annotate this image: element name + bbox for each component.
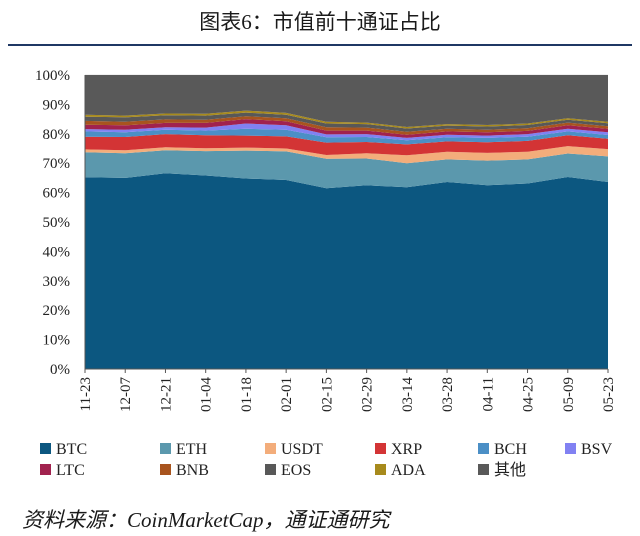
legend-item-其他: 其他 [478, 461, 526, 479]
x-tick-label: 04-11 [480, 377, 496, 411]
y-tick-label: 40% [43, 244, 71, 260]
legend-label: BSV [581, 441, 613, 458]
x-tick-label: 01-04 [199, 377, 215, 412]
legend: BTC ETH USDT XRP BCH BSV LTC BNB EOS ADA 其他 [40, 441, 613, 479]
y-tick-label: 100% [35, 68, 70, 84]
axes [84, 75, 608, 370]
x-tick-label: 12-21 [158, 377, 174, 412]
y-tick-label: 0% [50, 362, 70, 378]
legend-label: LTC [56, 462, 85, 479]
area-BTC [85, 173, 608, 369]
y-tick-label: 80% [43, 127, 71, 143]
legend-item-XRP: XRP [375, 441, 422, 458]
x-tick-label: 02-29 [360, 377, 376, 412]
legend-swatch [160, 464, 171, 475]
legend-item-ETH: ETH [160, 441, 208, 458]
area-BNB [85, 116, 608, 135]
y-tick-label: 30% [43, 274, 71, 290]
legend-swatch [565, 443, 576, 454]
area-USDT [85, 146, 608, 164]
x-tick-label: 04-25 [521, 377, 537, 412]
legend-item-BCH: BCH [478, 441, 527, 458]
legend-swatch [265, 464, 276, 475]
x-tick-label: 02-01 [279, 377, 295, 412]
area-ETH [85, 150, 608, 189]
legend-swatch [40, 443, 51, 454]
x-tick-label: 03-28 [440, 377, 456, 412]
y-tick-labels: 0% 10% 20% 30% 40% 50% 60% 70% 80% 90% 100% [35, 68, 70, 378]
x-tick-label: 05-09 [561, 377, 577, 412]
x-tick-labels: 11-23 12-07 12-21 01-04 01-18 02-01 02-15 02-29… [78, 369, 617, 412]
legend-label: BNB [176, 462, 209, 479]
area-BCH [85, 128, 608, 145]
legend-item-BSV: BSV [565, 441, 613, 458]
area-XRP [85, 134, 608, 156]
y-tick-label: 10% [43, 333, 71, 349]
y-tick-label: 50% [43, 215, 71, 231]
area-LTC [85, 119, 608, 138]
y-tick-label: 90% [43, 97, 71, 113]
legend-item-EOS: EOS [265, 462, 311, 479]
legend-label: XRP [391, 441, 422, 458]
x-tick-label: 12-07 [118, 377, 134, 412]
legend-label: BTC [56, 441, 87, 458]
legend-swatch [160, 443, 171, 454]
legend-label: BCH [494, 441, 527, 458]
legend-swatch [375, 464, 386, 475]
legend-item-ADA: ADA [375, 462, 426, 479]
legend-swatch [478, 443, 489, 454]
legend-swatch [265, 443, 276, 454]
legend-item-BNB: BNB [160, 462, 209, 479]
x-tick-label: 11-23 [78, 377, 94, 411]
legend-swatch [375, 443, 386, 454]
legend-item-LTC: LTC [40, 462, 85, 479]
legend-swatch [40, 464, 51, 475]
legend-item-USDT: USDT [265, 441, 323, 458]
legend-label: USDT [281, 441, 323, 458]
legend-swatch [478, 464, 489, 475]
y-tick-label: 60% [43, 186, 71, 202]
legend-item-BTC: BTC [40, 441, 87, 458]
source-note: 资料来源：CoinMarketCap，通证通研究 [22, 508, 390, 532]
title-underline [8, 44, 632, 46]
y-tick-label: 20% [43, 303, 71, 319]
legend-label: EOS [281, 462, 311, 479]
y-tick-label: 70% [43, 156, 71, 172]
legend-label: 其他 [494, 461, 526, 479]
stacked-area-chart: 0%10%20%30%40%50%60%70%80%90%100% 11-23 1… [35, 68, 617, 479]
legend-label: ETH [176, 441, 208, 458]
x-tick-label: 05-23 [601, 377, 617, 412]
legend-label: ADA [391, 462, 426, 479]
area-EOS [85, 112, 608, 132]
area-series [85, 75, 608, 369]
area-BSV [85, 123, 608, 141]
x-tick-label: 02-15 [319, 377, 335, 412]
area-其他 [85, 75, 608, 127]
x-tick-label: 01-18 [239, 377, 255, 412]
x-tick-label: 03-14 [400, 377, 416, 412]
chart-title: 图表6：市值前十通证占比 [199, 10, 441, 34]
